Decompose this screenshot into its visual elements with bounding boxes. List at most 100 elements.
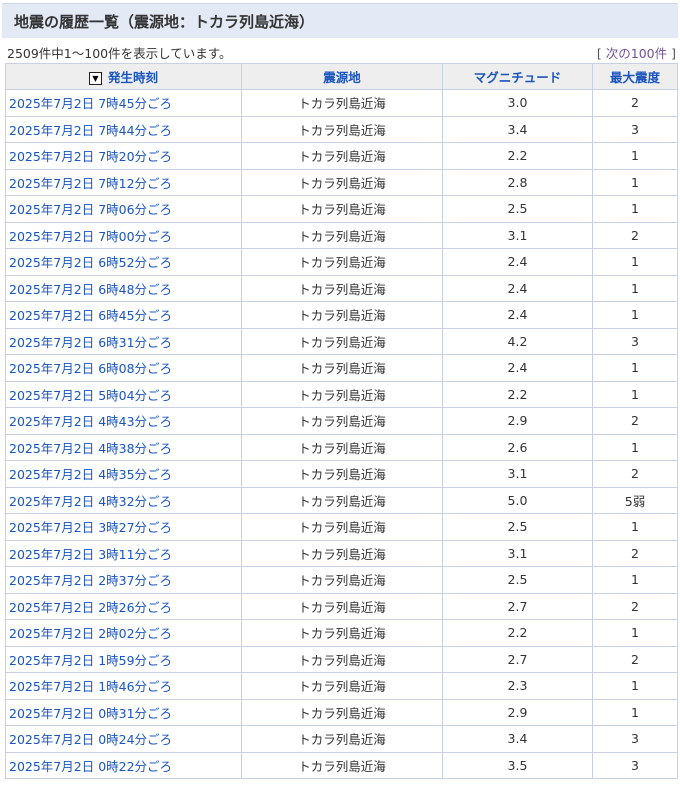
time-link[interactable]: 2025年7月2日 0時24分ごろ [9, 732, 173, 748]
magnitude-cell: 2.4 [442, 274, 593, 302]
epicenter-cell: トカラ列島近海 [241, 725, 443, 753]
time-cell[interactable]: 2025年7月2日 4時35分ごろ [5, 460, 242, 488]
time-link[interactable]: 2025年7月2日 7時06分ごろ [9, 202, 173, 218]
time-cell[interactable]: 2025年7月2日 1時59分ごろ [5, 645, 242, 673]
bracket-close: ] [667, 45, 676, 61]
time-link[interactable]: 2025年7月2日 0時22分ごろ [9, 758, 173, 774]
time-link[interactable]: 2025年7月2日 3時27分ごろ [9, 520, 173, 536]
time-link[interactable]: 2025年7月2日 6時31分ごろ [9, 334, 173, 350]
intensity-cell: 2 [592, 539, 678, 567]
time-cell[interactable]: 2025年7月2日 6時52分ごろ [5, 248, 242, 276]
time-cell[interactable]: 2025年7月2日 7時45分ごろ [5, 89, 242, 117]
table-row: 2025年7月2日 7時00分ごろ トカラ列島近海 3.1 2 [5, 221, 678, 249]
magnitude-cell: 2.3 [442, 672, 593, 700]
table-row: 2025年7月2日 2時37分ごろ トカラ列島近海 2.5 1 [5, 566, 678, 594]
magnitude-cell: 3.1 [442, 460, 593, 488]
epicenter-cell: トカラ列島近海 [241, 619, 443, 647]
time-cell[interactable]: 2025年7月2日 1時46分ごろ [5, 672, 242, 700]
next-page-link[interactable]: 次の100件 [605, 45, 668, 61]
time-cell[interactable]: 2025年7月2日 0時31分ごろ [5, 698, 242, 726]
time-cell[interactable]: 2025年7月2日 7時12分ごろ [5, 168, 242, 196]
intensity-cell: 2 [592, 407, 678, 435]
table-row: 2025年7月2日 7時12分ごろ トカラ列島近海 2.8 1 [5, 168, 678, 196]
column-time[interactable]: ▼ 発生時刻 [5, 63, 242, 90]
table-row: 2025年7月2日 3時27分ごろ トカラ列島近海 2.5 1 [5, 513, 678, 541]
table-row: 2025年7月2日 0時31分ごろ トカラ列島近海 2.9 1 [5, 698, 678, 726]
time-cell[interactable]: 2025年7月2日 7時06分ごろ [5, 195, 242, 223]
time-link[interactable]: 2025年7月2日 2時26分ごろ [9, 599, 173, 615]
epicenter-cell: トカラ列島近海 [241, 592, 443, 620]
time-cell[interactable]: 2025年7月2日 5時04分ごろ [5, 380, 242, 408]
time-cell[interactable]: 2025年7月2日 4時32分ごろ [5, 486, 242, 514]
page-title: 地震の履歴一覧（震源地：トカラ列島近海） [2, 3, 678, 38]
time-cell[interactable]: 2025年7月2日 7時44分ごろ [5, 115, 242, 143]
time-cell[interactable]: 2025年7月2日 3時27分ごろ [5, 513, 242, 541]
table-row: 2025年7月2日 7時45分ごろ トカラ列島近海 3.0 2 [5, 89, 678, 117]
time-link[interactable]: 2025年7月2日 4時35分ごろ [9, 467, 173, 483]
epicenter-cell: トカラ列島近海 [241, 486, 443, 514]
column-intensity[interactable]: 最大震度 [592, 63, 678, 90]
time-link[interactable]: 2025年7月2日 6時08分ごろ [9, 361, 173, 377]
intensity-cell: 1 [592, 619, 678, 647]
time-cell[interactable]: 2025年7月2日 6時31分ごろ [5, 327, 242, 355]
time-cell[interactable]: 2025年7月2日 4時43分ごろ [5, 407, 242, 435]
time-cell[interactable]: 2025年7月2日 4時38分ごろ [5, 433, 242, 461]
time-link[interactable]: 2025年7月2日 2時37分ごろ [9, 573, 173, 589]
time-link[interactable]: 2025年7月2日 6時48分ごろ [9, 281, 173, 297]
magnitude-cell: 2.7 [442, 645, 593, 673]
epicenter-cell: トカラ列島近海 [241, 698, 443, 726]
time-link[interactable]: 2025年7月2日 7時45分ごろ [9, 96, 173, 112]
time-cell[interactable]: 2025年7月2日 3時11分ごろ [5, 539, 242, 567]
table-row: 2025年7月2日 6時08分ごろ トカラ列島近海 2.4 1 [5, 354, 678, 382]
time-cell[interactable]: 2025年7月2日 0時22分ごろ [5, 751, 242, 779]
epicenter-cell: トカラ列島近海 [241, 513, 443, 541]
time-link[interactable]: 2025年7月2日 4時38分ごろ [9, 440, 173, 456]
intensity-cell: 3 [592, 725, 678, 753]
time-link[interactable]: 2025年7月2日 1時46分ごろ [9, 679, 173, 695]
time-cell[interactable]: 2025年7月2日 7時20分ごろ [5, 142, 242, 170]
intensity-cell: 2 [592, 221, 678, 249]
time-cell[interactable]: 2025年7月2日 6時08分ごろ [5, 354, 242, 382]
time-cell[interactable]: 2025年7月2日 6時45分ごろ [5, 301, 242, 329]
table-row: 2025年7月2日 4時43分ごろ トカラ列島近海 2.9 2 [5, 407, 678, 435]
magnitude-cell: 3.1 [442, 221, 593, 249]
time-link[interactable]: 2025年7月2日 4時32分ごろ [9, 493, 173, 509]
time-link[interactable]: 2025年7月2日 5時04分ごろ [9, 387, 173, 403]
magnitude-cell: 2.9 [442, 698, 593, 726]
column-epicenter[interactable]: 震源地 [241, 63, 443, 90]
time-cell[interactable]: 2025年7月2日 2時02分ごろ [5, 619, 242, 647]
time-link[interactable]: 2025年7月2日 0時31分ごろ [9, 705, 173, 721]
time-link[interactable]: 2025年7月2日 2時02分ごろ [9, 626, 173, 642]
epicenter-cell: トカラ列島近海 [241, 248, 443, 276]
time-cell[interactable]: 2025年7月2日 7時00分ごろ [5, 221, 242, 249]
time-cell[interactable]: 2025年7月2日 2時37分ごろ [5, 566, 242, 594]
time-link[interactable]: 2025年7月2日 6時45分ごろ [9, 308, 173, 324]
pagination: [ 次の100件 ] [597, 43, 676, 62]
magnitude-cell: 2.7 [442, 592, 593, 620]
epicenter-cell: トカラ列島近海 [241, 751, 443, 779]
time-link[interactable]: 2025年7月2日 6時52分ごろ [9, 255, 173, 271]
magnitude-cell: 2.5 [442, 513, 593, 541]
table-row: 2025年7月2日 4時32分ごろ トカラ列島近海 5.0 5弱 [5, 486, 678, 514]
epicenter-cell: トカラ列島近海 [241, 327, 443, 355]
table-row: 2025年7月2日 0時24分ごろ トカラ列島近海 3.4 3 [5, 725, 678, 753]
time-link[interactable]: 2025年7月2日 7時12分ごろ [9, 175, 173, 191]
time-link[interactable]: 2025年7月2日 1時59分ごろ [9, 652, 173, 668]
time-link[interactable]: 2025年7月2日 4時43分ごろ [9, 414, 173, 430]
sort-desc-icon[interactable]: ▼ [88, 72, 102, 85]
magnitude-cell: 2.2 [442, 619, 593, 647]
intensity-cell: 1 [592, 301, 678, 329]
table-row: 2025年7月2日 2時26分ごろ トカラ列島近海 2.7 2 [5, 592, 678, 620]
time-link[interactable]: 2025年7月2日 7時44分ごろ [9, 122, 173, 138]
epicenter-cell: トカラ列島近海 [241, 380, 443, 408]
time-link[interactable]: 2025年7月2日 7時20分ごろ [9, 149, 173, 165]
time-link[interactable]: 2025年7月2日 7時00分ごろ [9, 228, 173, 244]
time-link[interactable]: 2025年7月2日 3時11分ごろ [9, 546, 173, 562]
table-row: 2025年7月2日 1時59分ごろ トカラ列島近海 2.7 2 [5, 645, 678, 673]
column-magnitude[interactable]: マグニチュード [442, 63, 593, 90]
magnitude-cell: 2.8 [442, 168, 593, 196]
time-cell[interactable]: 2025年7月2日 0時24分ごろ [5, 725, 242, 753]
time-cell[interactable]: 2025年7月2日 6時48分ごろ [5, 274, 242, 302]
time-cell[interactable]: 2025年7月2日 2時26分ごろ [5, 592, 242, 620]
magnitude-cell: 2.5 [442, 566, 593, 594]
